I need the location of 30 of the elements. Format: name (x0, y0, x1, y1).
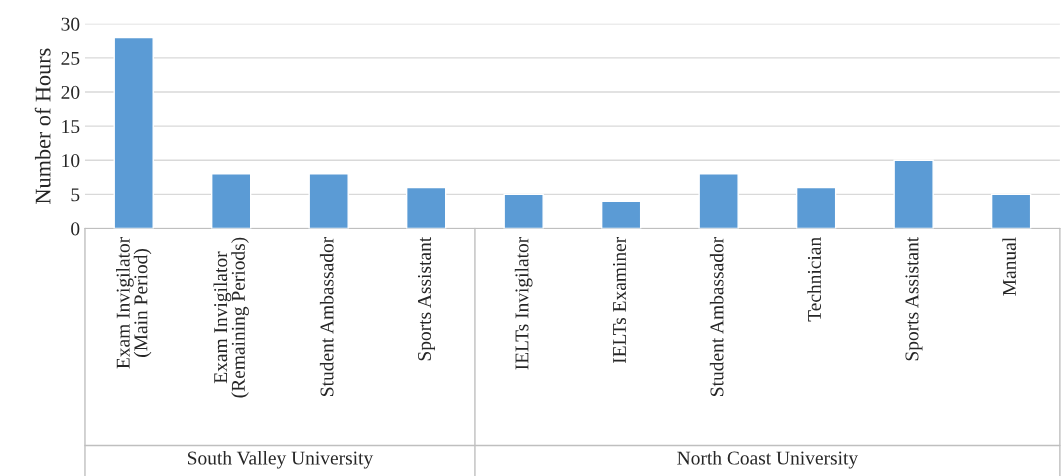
x-tick-label: Exam Invigilator (Main Period) (116, 236, 152, 369)
y-tick-label: 15 (62, 120, 80, 134)
bar (308, 173, 349, 229)
bar (211, 173, 252, 229)
x-tick-label: IELTs Invigilator (514, 236, 533, 370)
bar (795, 186, 837, 229)
bar (893, 159, 934, 229)
y-tick-label: 5 (71, 188, 80, 202)
y-tick-label: 0 (71, 222, 80, 236)
y-tick-label: 25 (61, 51, 80, 65)
bar (698, 173, 739, 229)
x-tick-label: Student Ambassador (319, 236, 334, 396)
bar (113, 36, 154, 229)
text: South Valley University (187, 450, 374, 469)
y-tick-label: 30 (61, 17, 80, 31)
x-tick-label: Student Ambassador (709, 236, 724, 396)
bar (990, 193, 1032, 229)
text: North Coast University (677, 450, 859, 469)
x-tick-label: Manual (1002, 237, 1016, 296)
bar (600, 200, 642, 229)
x-tick-label: IELTs Examiner (612, 236, 627, 364)
y-axis-title: Number of Hours (34, 48, 51, 204)
x-tick-label: Sports Assistant (905, 236, 923, 361)
x-tick-label: Sports Assistant (417, 236, 435, 361)
y-tick-label: 20 (61, 85, 80, 99)
y-tick-label: 10 (62, 154, 80, 168)
bar (503, 193, 544, 229)
x-tick-label: Exam Invigilator (Remaining Periods) (213, 237, 249, 398)
x-tick-label: Technician (807, 237, 822, 322)
bar (405, 186, 447, 229)
